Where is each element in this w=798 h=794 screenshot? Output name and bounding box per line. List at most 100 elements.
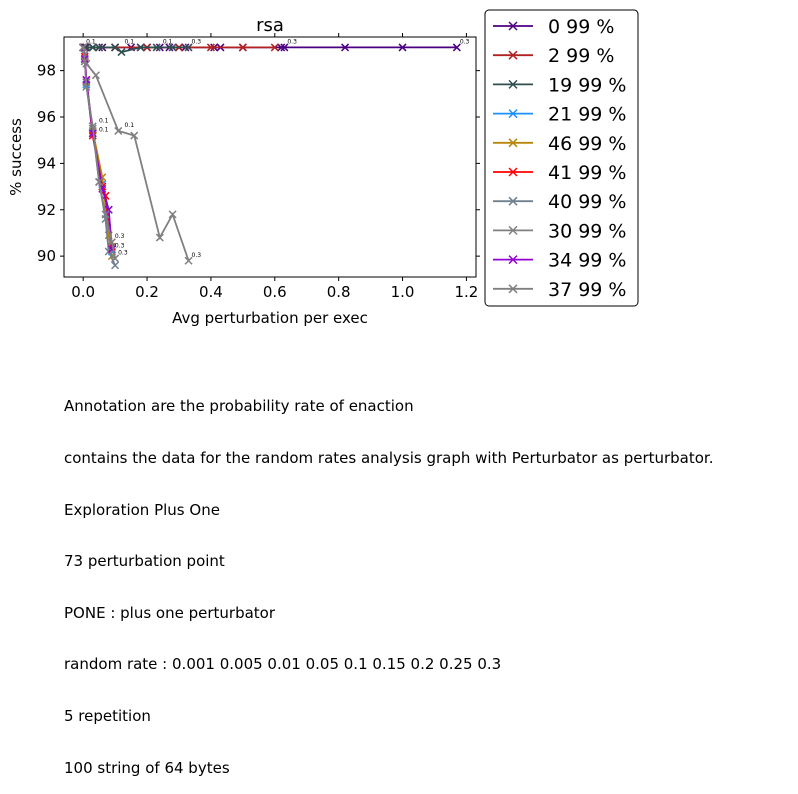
data-point-stroke (238, 43, 247, 52)
caption-line: 73 perturbation point (64, 552, 225, 571)
data-point (398, 43, 407, 52)
y-tick-label: 98 (37, 62, 56, 80)
data-point-stroke (168, 210, 177, 219)
annotation-label: 0.1 (163, 38, 173, 45)
data-point (88, 122, 97, 131)
data-point (277, 43, 286, 52)
legend-swatch-marker (508, 225, 518, 235)
data-point (111, 43, 120, 52)
data-point (152, 43, 161, 52)
data-point-stroke (111, 43, 120, 52)
legend-label: 37 99 % (548, 279, 627, 301)
y-tick-label: 94 (37, 154, 56, 172)
data-point-stroke (152, 43, 161, 52)
data-point-stroke (95, 43, 104, 52)
x-tick-label: 1.0 (391, 283, 415, 301)
data-point-stroke (101, 210, 110, 219)
legend-swatch-marker (508, 138, 518, 148)
legend-label: 0 99 % (548, 16, 614, 38)
data-point (111, 254, 120, 263)
data-point-stroke (91, 71, 100, 80)
data-point (79, 43, 88, 52)
x-axis-label: Avg perturbation per exec (172, 309, 368, 327)
data-point (280, 43, 289, 52)
annotation-label: 0.3 (192, 38, 202, 45)
data-point-stroke (104, 205, 113, 214)
legend-swatch-marker (508, 255, 518, 265)
data-point (95, 177, 104, 186)
data-point (270, 43, 279, 52)
data-point-stroke (168, 43, 177, 52)
data-point-stroke (107, 245, 116, 254)
data-point-stroke (206, 43, 215, 52)
data-point-stroke (98, 184, 107, 193)
data-point (114, 126, 123, 135)
data-point (168, 43, 177, 52)
data-point (130, 131, 139, 140)
chart-title: rsa (256, 15, 284, 36)
y-tick-label: 92 (37, 201, 56, 219)
data-point-stroke (79, 43, 88, 52)
data-point (155, 233, 164, 242)
data-point-stroke (398, 43, 407, 52)
series-layer (79, 43, 461, 270)
legend-swatch-marker (508, 167, 518, 177)
data-point-stroke (80, 57, 89, 66)
legend-swatch-marker (508, 50, 518, 60)
data-point-stroke (95, 177, 104, 186)
annotation-label: 0.3 (460, 38, 470, 45)
y-tick-label: 90 (37, 247, 56, 265)
data-point-stroke (452, 43, 461, 52)
legend-swatch-marker (508, 21, 518, 31)
annotation-label: 0.1 (99, 127, 109, 134)
caption-line: Exploration Plus One (64, 500, 220, 519)
data-point-stroke (277, 43, 286, 52)
caption-line: Annotation are the probability rate of e… (64, 397, 414, 416)
annotation-label: 0.1 (86, 38, 96, 45)
legend-label: 21 99 % (548, 104, 627, 126)
data-point-stroke (107, 238, 116, 247)
data-point-stroke (341, 43, 350, 52)
x-tick-label: 0.0 (71, 283, 95, 301)
data-point-stroke (88, 122, 97, 131)
caption-line: 100 string of 64 bytes (64, 758, 230, 777)
annotation-label: 0.1 (99, 117, 109, 124)
data-point (168, 210, 177, 219)
annotation-label: 0.3 (287, 38, 297, 45)
legend-label: 2 99 % (548, 45, 614, 67)
data-point-stroke (130, 131, 139, 140)
data-point-stroke (280, 43, 289, 52)
data-point-stroke (270, 43, 279, 52)
legend-label: 30 99 % (548, 220, 627, 242)
caption-line: contains the data for the random rates a… (64, 449, 714, 467)
data-point-stroke (114, 126, 123, 135)
x-tick-label: 0.8 (327, 283, 351, 301)
data-point-stroke (184, 256, 193, 265)
data-point (136, 43, 145, 52)
data-point-stroke (111, 254, 120, 263)
annotation-label: 0.3 (192, 252, 202, 259)
annotation-label: 0.1 (124, 38, 134, 45)
x-tick-label: 1.2 (454, 283, 478, 301)
x-tick-label: 0.6 (263, 283, 287, 301)
data-point (184, 43, 193, 52)
data-point (107, 238, 116, 247)
data-point (238, 43, 247, 52)
caption-line: 5 repetition (64, 706, 151, 725)
annotation-label: 0.1 (124, 122, 134, 129)
caption-line: PONE : plus one perturbator (64, 603, 276, 622)
x-tick-label: 0.2 (135, 283, 159, 301)
caption: Annotation are the probability rate of e… (64, 364, 714, 794)
legend-label: 19 99 % (548, 74, 627, 96)
y-tick-label: 96 (37, 108, 56, 126)
data-point-stroke (155, 233, 164, 242)
data-point (117, 48, 126, 57)
data-point-stroke (88, 43, 97, 52)
legend-label: 34 99 % (548, 250, 627, 272)
legend-label: 40 99 % (548, 191, 627, 213)
data-point-stroke (82, 82, 91, 91)
data-point (452, 43, 461, 52)
data-point-stroke (184, 43, 193, 52)
legend-swatch-marker (508, 284, 518, 294)
x-tick-label: 0.4 (199, 283, 223, 301)
